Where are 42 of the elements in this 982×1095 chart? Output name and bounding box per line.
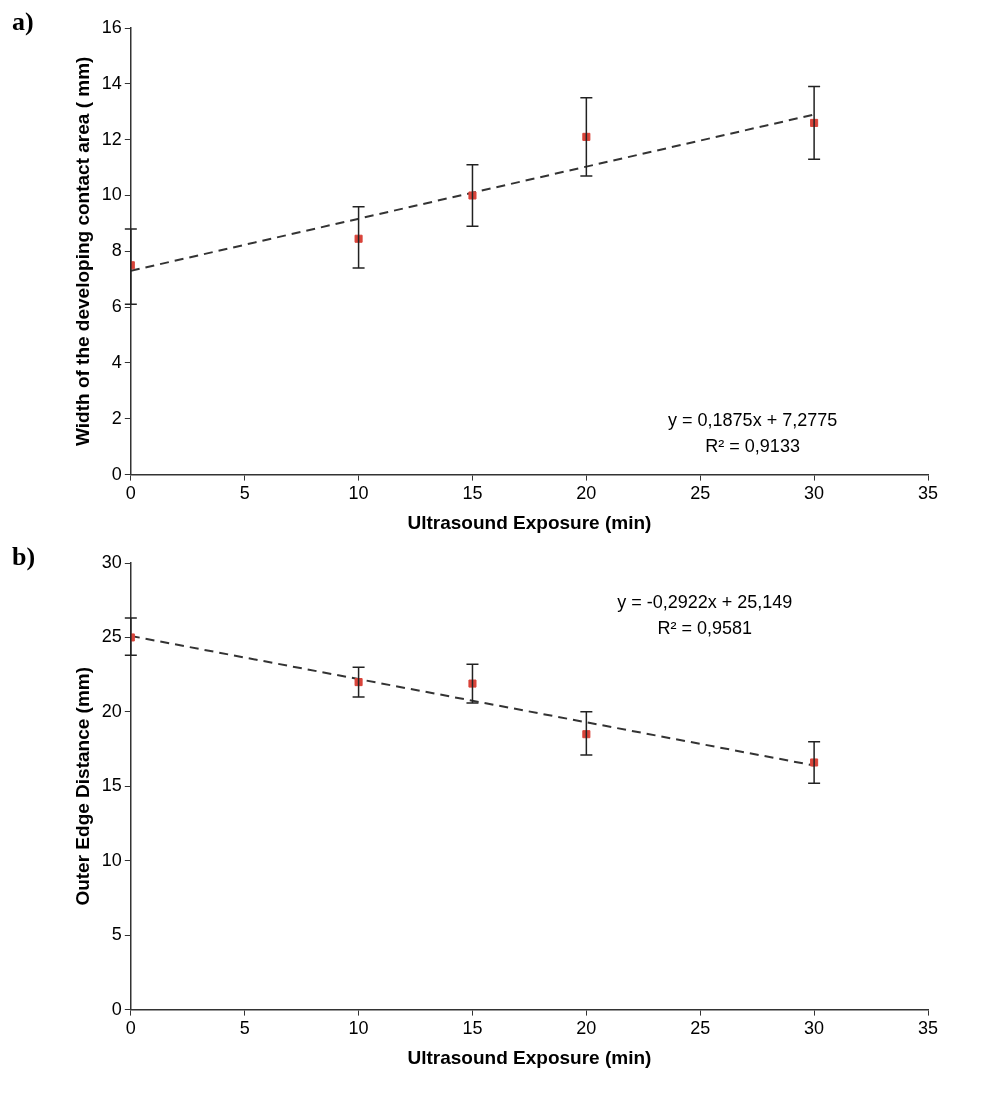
x-tick-label: 30 [804, 1018, 825, 1039]
x-tick-label: 25 [690, 483, 711, 504]
x-tick-label: 30 [804, 483, 825, 504]
y-axis-title: Outer Edge Distance (mm) [71, 667, 93, 906]
annotation: R² = 0,9133 [705, 435, 800, 456]
x-tick-label: 15 [462, 1018, 483, 1039]
y-tick-label: 10 [101, 184, 122, 205]
y-tick-label: 20 [101, 700, 122, 721]
x-tick-label: 5 [239, 483, 250, 504]
y-tick-label: 30 [101, 551, 122, 572]
x-tick-label: 0 [125, 1018, 136, 1039]
y-axis-title: Width of the developing contact area ( mm) [71, 56, 93, 446]
x-tick-label: 10 [348, 1018, 369, 1039]
annotation: y = 0,1875x + 7,2775 [668, 409, 838, 430]
y-tick-label: 15 [101, 775, 122, 796]
x-axis-title: Ultrasound Exposure (min) [407, 1046, 652, 1068]
x-tick-label: 20 [576, 1018, 597, 1039]
x-tick-label: 20 [576, 483, 597, 504]
x-tick-label: 35 [917, 1018, 939, 1039]
y-tick-label: 6 [111, 296, 122, 317]
x-tick-label: 25 [690, 1018, 711, 1039]
y-tick-label: 12 [101, 128, 122, 149]
chart-title: a) [12, 6, 34, 36]
y-tick-label: 5 [111, 924, 122, 945]
y-tick-label: 0 [111, 463, 122, 484]
y-tick-label: 4 [111, 351, 122, 372]
y-tick-label: 16 [101, 16, 122, 37]
y-tick-label: 0 [111, 998, 122, 1019]
x-tick-label: 5 [239, 1018, 250, 1039]
annotation: y = -0,2922x + 25,149 [617, 592, 793, 613]
y-tick-label: 10 [101, 849, 122, 870]
annotation: R² = 0,9581 [657, 618, 753, 639]
y-tick-label: 8 [111, 240, 122, 261]
chart-title: b) [12, 541, 36, 571]
x-tick-label: 35 [917, 483, 939, 504]
y-tick-label: 14 [101, 72, 122, 93]
x-tick-label: 15 [462, 483, 483, 504]
x-tick-label: 0 [125, 483, 136, 504]
x-axis-title: Ultrasound Exposure (min) [407, 511, 652, 533]
y-tick-label: 2 [111, 407, 122, 428]
y-tick-label: 25 [101, 626, 122, 647]
x-tick-label: 10 [348, 483, 369, 504]
